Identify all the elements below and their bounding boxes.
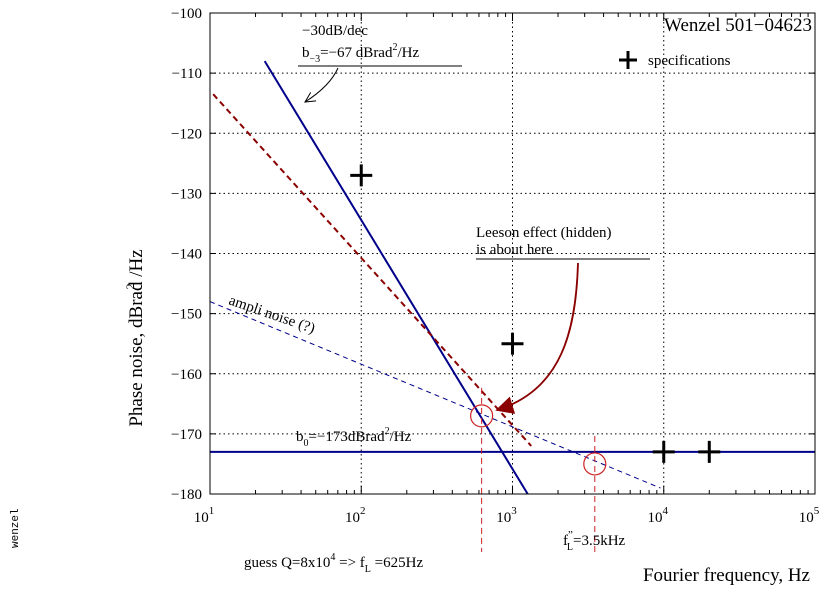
leeson-label-2: is about here [476, 242, 553, 258]
y-tick-label: −170 [171, 427, 202, 443]
x-tick-label: 102 [345, 505, 366, 526]
spec-marker [698, 440, 721, 463]
y-tick-label: −180 [171, 487, 202, 503]
y-tick-label: −110 [172, 66, 202, 82]
slope-annotation: −30dB/dec b−3=−67 dBrad2/Hz [298, 23, 462, 102]
b0-label: b0=−173dBrad2/Hz [296, 426, 412, 449]
spec-markers [350, 164, 721, 463]
legend-label: specifications [648, 53, 731, 69]
axis-ticks: −100 −110 −120 −130 −140 −150 −160 −170 −180 101 1… [171, 6, 820, 526]
x-tick-label: 103 [496, 505, 517, 526]
x-axis-label: Fourier frequency, Hz [643, 565, 810, 586]
guess-q-label: guess Q=8x104 => fL =625Hz [244, 552, 423, 575]
slope-label-2: b−3=−67 dBrad2/Hz [302, 42, 419, 65]
fl2-label: f” L=3.5kHz [563, 529, 626, 553]
leeson-pointer-arrow [495, 262, 579, 414]
x-tick-label: 101 [194, 505, 215, 526]
highlight-circles [470, 387, 607, 552]
y-axis-label: Phase noise, dBrad /Hz2 [123, 249, 147, 426]
series-line [263, 60, 529, 495]
series-line [209, 301, 661, 489]
slope-pointer-arrow [305, 67, 339, 102]
spec-marker [652, 440, 675, 463]
corner-circle [583, 452, 607, 476]
x-tick-label: 105 [799, 505, 820, 526]
slope-label-1: −30dB/dec [302, 23, 368, 39]
y-tick-label: −160 [171, 367, 202, 383]
legend: specifications [619, 51, 731, 69]
spec-marker [501, 332, 524, 355]
x-tick-label: 104 [648, 505, 669, 526]
y-tick-label: −150 [171, 307, 202, 323]
leeson-annotation: Leeson effect (hidden) is about here [476, 225, 650, 414]
y-tick-label: −100 [171, 6, 202, 22]
y-tick-label: −120 [171, 126, 202, 142]
spec-marker [350, 164, 373, 187]
y-tick-label: −140 [171, 247, 202, 263]
corner-circle [470, 404, 494, 428]
legend-marker [619, 51, 637, 69]
chart-title: Wenzel 501−04623 [664, 15, 812, 36]
series-line [212, 93, 532, 447]
leeson-label-1: Leeson effect (hidden) [476, 225, 612, 241]
ampli-noise-label: ampli noise (?) [227, 293, 317, 337]
y-tick-label: −130 [171, 186, 202, 202]
grid-lines [210, 13, 815, 494]
